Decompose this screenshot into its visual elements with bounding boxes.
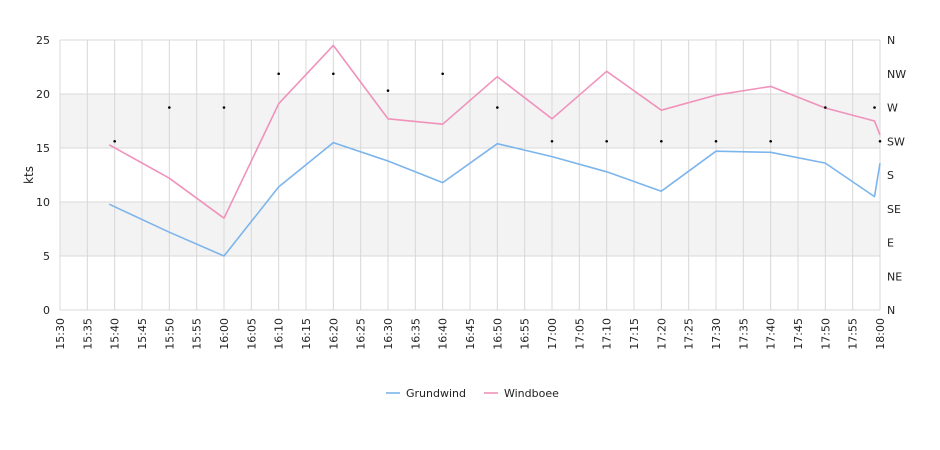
direction-tick-label: SE [887, 203, 901, 216]
x-tick-label: 17:05 [573, 318, 586, 350]
x-tick-label: 16:20 [327, 318, 340, 350]
direction-point [441, 72, 444, 76]
y-tick-label: 15 [36, 142, 50, 155]
direction-markers [113, 72, 882, 143]
x-tick-label: 15:30 [54, 318, 67, 350]
x-tick-label: 17:45 [792, 318, 805, 350]
x-tick-label: 16:35 [409, 318, 422, 350]
series-line-windboee [108, 44, 881, 219]
x-axis-ticks: 15:30 15:35 15:40 15:45 15:50 15:55 16:00 16:05… [54, 318, 887, 350]
x-tick-label: 17:30 [710, 318, 723, 350]
series-line-grundwind [108, 141, 881, 257]
x-tick-label: 18:00 [874, 318, 887, 350]
direction-point [769, 139, 772, 143]
direction-tick-label: S [887, 169, 894, 182]
direction-point [222, 106, 226, 109]
legend-label-grundwind[interactable]: Grundwind [406, 387, 466, 400]
x-tick-label: 15:55 [191, 318, 204, 350]
direction-point [714, 139, 718, 143]
x-tick-label: 16:15 [300, 318, 313, 350]
direction-point [386, 89, 390, 92]
x-tick-label: 17:50 [819, 318, 832, 350]
grid-lines [59, 39, 881, 311]
direction-tick-label: N [887, 304, 895, 317]
x-tick-label: 16:55 [519, 318, 532, 350]
direction-point [168, 106, 171, 109]
direction-point [113, 139, 116, 143]
x-tick-label: 16:40 [437, 318, 450, 350]
x-tick-label: 15:40 [109, 318, 122, 350]
x-tick-label: 17:40 [765, 318, 778, 350]
direction-axis-ticks: N NE E SE S SW W NW N [887, 34, 906, 317]
direction-point [660, 139, 663, 143]
y-tick-label: 20 [36, 88, 50, 101]
direction-tick-label: N [887, 34, 895, 47]
x-tick-label: 16:00 [218, 318, 231, 350]
x-tick-label: 16:45 [464, 318, 477, 350]
x-tick-label: 16:30 [382, 318, 395, 350]
direction-point [550, 139, 554, 143]
x-tick-label: 17:00 [546, 318, 559, 350]
direction-tick-label: NE [887, 270, 902, 283]
y-axis-ticks: 0 5 10 15 20 25 [36, 34, 50, 317]
y-tick-label: 25 [36, 34, 50, 47]
x-tick-label: 16:25 [355, 318, 368, 350]
y-axis-label: kts [22, 166, 36, 184]
y-tick-label: 0 [43, 304, 50, 317]
direction-point [496, 106, 499, 109]
direction-point [873, 106, 876, 109]
x-tick-label: 17:20 [655, 318, 668, 350]
direction-tick-label: E [887, 237, 894, 250]
x-tick-label: 17:15 [628, 318, 641, 350]
x-tick-label: 15:50 [163, 318, 176, 350]
direction-point [824, 106, 827, 109]
direction-tick-label: W [887, 102, 898, 115]
x-tick-label: 17:35 [737, 318, 750, 350]
direction-point [605, 139, 608, 143]
x-tick-label: 17:25 [683, 318, 696, 350]
direction-point [277, 72, 280, 76]
direction-point [878, 139, 882, 143]
x-tick-label: 15:35 [81, 318, 94, 350]
x-tick-label: 16:50 [491, 318, 504, 350]
series-layer [108, 44, 881, 257]
direction-tick-label: SW [887, 135, 905, 148]
x-tick-label: 17:10 [601, 318, 614, 350]
x-tick-label: 16:10 [273, 318, 286, 350]
legend: Grundwind Windboee [386, 387, 559, 400]
x-tick-label: 15:45 [136, 318, 149, 350]
legend-label-windboee[interactable]: Windboee [504, 387, 559, 400]
x-tick-label: 17:55 [847, 318, 860, 350]
direction-point [332, 72, 335, 76]
y-tick-label: 5 [43, 250, 50, 263]
direction-tick-label: NW [887, 68, 906, 81]
y-tick-label: 10 [36, 196, 50, 209]
x-tick-label: 16:05 [245, 318, 258, 350]
